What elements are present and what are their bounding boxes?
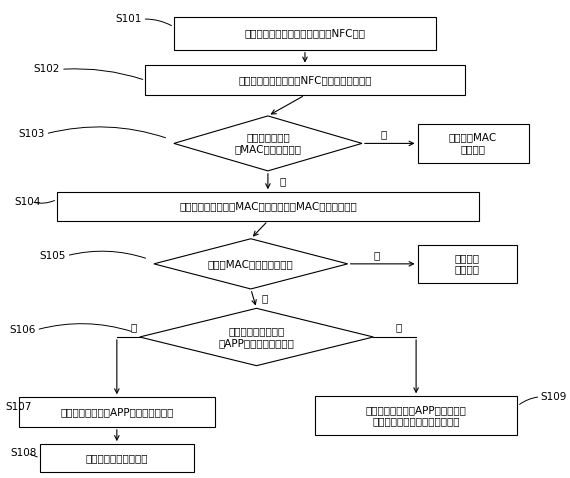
- Text: 无线终端
不作响应: 无线终端 不作响应: [455, 253, 480, 275]
- Text: 否: 否: [396, 323, 402, 332]
- Text: 是: 是: [262, 293, 268, 304]
- Text: 无线终端开启目标APP，开启蓝牙
装置并与发起设备建立蓝牙连接: 无线终端开启目标APP，开启蓝牙 装置并与发起设备建立蓝牙连接: [366, 405, 466, 427]
- FancyBboxPatch shape: [40, 444, 194, 472]
- Text: S107: S107: [6, 402, 32, 412]
- Text: S101: S101: [115, 14, 141, 24]
- Polygon shape: [154, 239, 348, 289]
- Text: 提示目标MAC
地址无效: 提示目标MAC 地址无效: [449, 132, 497, 154]
- Text: S102: S102: [34, 65, 60, 74]
- FancyBboxPatch shape: [18, 397, 215, 427]
- Polygon shape: [140, 308, 373, 366]
- Text: S106: S106: [9, 325, 35, 335]
- Text: 查询无线终端上的目
标APP是否处于运行状态: 查询无线终端上的目 标APP是否处于运行状态: [218, 326, 295, 348]
- Text: 发起设备进入休眠状态: 发起设备进入休眠状态: [86, 453, 148, 463]
- Text: 是: 是: [279, 176, 285, 186]
- Text: 无线终端查询自身的MAC地址并与目标MAC地址进行对比: 无线终端查询自身的MAC地址并与目标MAC地址进行对比: [179, 202, 357, 211]
- Text: 无线终端退出目标APP，关闭蓝牙装置: 无线终端退出目标APP，关闭蓝牙装置: [60, 407, 173, 417]
- Text: 判断所读取的目
标MAC地址是否有效: 判断所读取的目 标MAC地址是否有效: [234, 132, 302, 154]
- FancyBboxPatch shape: [315, 396, 518, 435]
- FancyBboxPatch shape: [417, 245, 518, 283]
- Text: 将通信数据预先写入发起设备的NFC标签: 将通信数据预先写入发起设备的NFC标签: [245, 29, 365, 38]
- Text: S103: S103: [18, 129, 44, 139]
- Polygon shape: [174, 116, 362, 171]
- FancyBboxPatch shape: [174, 17, 436, 50]
- FancyBboxPatch shape: [145, 65, 465, 95]
- Text: 否: 否: [381, 129, 387, 139]
- Text: 是: 是: [131, 323, 137, 332]
- Text: S108: S108: [10, 448, 36, 458]
- Text: S109: S109: [540, 392, 567, 402]
- Text: S104: S104: [14, 197, 40, 206]
- Text: 否: 否: [374, 250, 380, 260]
- Text: S105: S105: [39, 251, 66, 261]
- Text: 判断两MAC地址是否相匹配: 判断两MAC地址是否相匹配: [208, 259, 294, 269]
- Text: 无线终端识别并读取该NFC标签内的通信数据: 无线终端识别并读取该NFC标签内的通信数据: [238, 76, 372, 85]
- FancyBboxPatch shape: [57, 192, 479, 221]
- FancyBboxPatch shape: [417, 124, 529, 163]
